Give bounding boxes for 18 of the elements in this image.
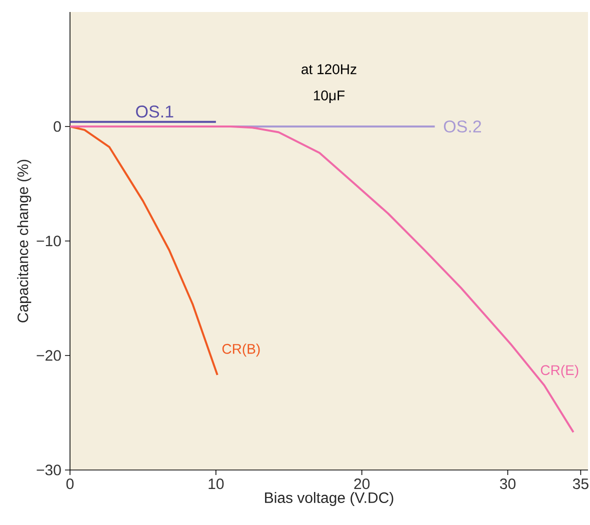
annotation: 10μF (314, 90, 345, 103)
series-label: OS.1 (136, 106, 174, 118)
series-label: CR(E) (540, 364, 578, 378)
line-series (69, 125, 218, 376)
y-tick-label: −30 (36, 464, 61, 476)
y-tick-label: −20 (36, 350, 61, 361)
x-tick-label: 10 (208, 478, 224, 490)
x-tick-label: 20 (354, 478, 370, 490)
series-label: CR(B) (222, 344, 260, 357)
x-tick-label: 0 (66, 478, 74, 490)
x-tick-label: 35 (572, 478, 588, 490)
x-axis-title: Bias voltage (V.DC) (265, 492, 394, 506)
y-axis-title: Capacitance change (%) (17, 160, 32, 322)
y-tick-label: −10 (36, 236, 61, 246)
series-label: OS.2 (444, 120, 482, 133)
annotation: at 120Hz (302, 64, 356, 74)
x-tick-label: 30 (500, 478, 516, 490)
y-tick-label: 0 (54, 121, 61, 132)
